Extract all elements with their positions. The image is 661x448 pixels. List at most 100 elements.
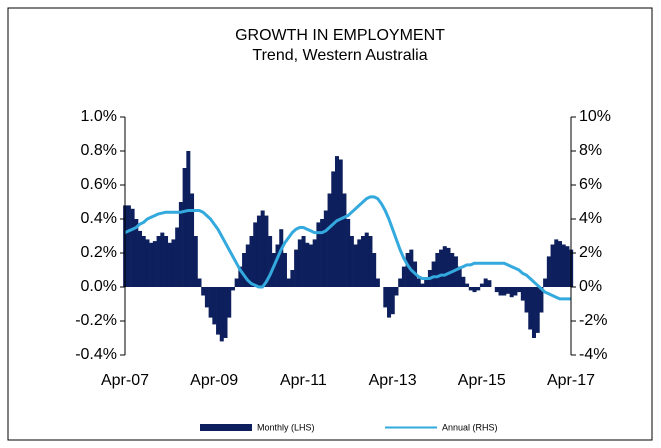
- bar: [141, 236, 146, 287]
- bar: [338, 159, 343, 287]
- bar: [539, 287, 544, 313]
- bar: [372, 253, 377, 287]
- bar: [178, 202, 183, 287]
- bar: [420, 283, 425, 287]
- bar: [145, 239, 150, 287]
- y-tick-label: 0.4%: [81, 210, 117, 227]
- bar: [349, 236, 354, 287]
- bar: [282, 253, 287, 287]
- bar: [517, 287, 522, 293]
- bar: [320, 219, 325, 287]
- y-tick-label: 0.8%: [81, 142, 117, 159]
- bar: [331, 171, 336, 287]
- bar: [152, 241, 157, 287]
- bar: [442, 246, 447, 287]
- bar: [219, 287, 224, 342]
- bar: [505, 287, 510, 294]
- y2-tick-label: 8%: [579, 142, 602, 159]
- chart-subtitle: Trend, Western Australia: [252, 47, 427, 64]
- bar: [401, 266, 406, 287]
- bar: [479, 283, 484, 287]
- bar: [186, 151, 191, 287]
- bar: [483, 278, 488, 287]
- bar: [260, 210, 265, 287]
- bar: [164, 236, 169, 287]
- bar: [294, 249, 299, 287]
- bar: [305, 242, 310, 287]
- legend-label: Annual (RHS): [442, 422, 498, 432]
- bar: [453, 256, 458, 287]
- bar: [312, 239, 317, 287]
- bar: [431, 261, 436, 287]
- bar: [308, 244, 313, 287]
- bar: [446, 247, 451, 287]
- bar: [557, 241, 563, 287]
- bar: [227, 287, 232, 318]
- y2-tick-label: 4%: [579, 210, 602, 227]
- y-tick-label: 0.0%: [81, 278, 117, 295]
- bar: [190, 193, 195, 287]
- bar: [134, 219, 139, 287]
- bar: [468, 287, 473, 291]
- bar: [245, 244, 250, 287]
- bar: [182, 168, 187, 287]
- bar: [268, 236, 273, 287]
- line: [124, 195, 571, 301]
- y2-tick-label: 0%: [579, 278, 602, 295]
- bar: [171, 239, 176, 287]
- bar: [513, 287, 518, 296]
- bar: [242, 253, 247, 287]
- bar: [201, 287, 206, 296]
- bar: [130, 208, 135, 287]
- bar: [461, 276, 466, 287]
- bar: [256, 215, 261, 287]
- bar: [368, 236, 373, 287]
- bar: [175, 227, 180, 287]
- bar: [439, 249, 444, 287]
- bar: [465, 283, 470, 287]
- legend-label: Monthly (LHS): [257, 422, 315, 432]
- x-tick-label: Apr-13: [369, 372, 417, 389]
- y-tick-label: -0.2%: [75, 312, 117, 329]
- bar: [535, 287, 540, 333]
- bar: [383, 287, 388, 308]
- bar: [416, 278, 421, 287]
- bar: [149, 242, 154, 287]
- x-tick-label: Apr-11: [280, 372, 327, 389]
- legend-swatch: [200, 424, 252, 431]
- bar: [160, 232, 165, 287]
- bar: [487, 280, 492, 287]
- bar: [509, 287, 514, 298]
- bar: [126, 205, 131, 287]
- x-tick-label: Apr-09: [190, 372, 238, 389]
- x-tick-label: Apr-07: [101, 372, 149, 389]
- bar: [387, 287, 392, 318]
- bar: [550, 244, 555, 287]
- bar: [212, 287, 217, 325]
- bar: [435, 253, 440, 287]
- bar: [264, 215, 269, 287]
- bar: [375, 278, 380, 287]
- bar: [156, 236, 161, 287]
- bar: [138, 230, 143, 287]
- bar: [234, 278, 239, 287]
- bar: [238, 266, 243, 287]
- y-tick-label: 1.0%: [81, 108, 117, 125]
- bar: [216, 287, 221, 335]
- bar: [498, 287, 503, 296]
- bar: [279, 229, 284, 287]
- bar: [253, 222, 258, 287]
- bar: [394, 287, 399, 296]
- bar: [546, 256, 551, 287]
- bar: [301, 236, 306, 287]
- bar: [531, 287, 536, 338]
- bar: [424, 278, 429, 287]
- bar: [520, 287, 525, 301]
- bar: [323, 210, 328, 287]
- bar: [398, 278, 403, 287]
- bar: [494, 287, 499, 293]
- bar: [357, 239, 362, 287]
- bar: [327, 193, 332, 287]
